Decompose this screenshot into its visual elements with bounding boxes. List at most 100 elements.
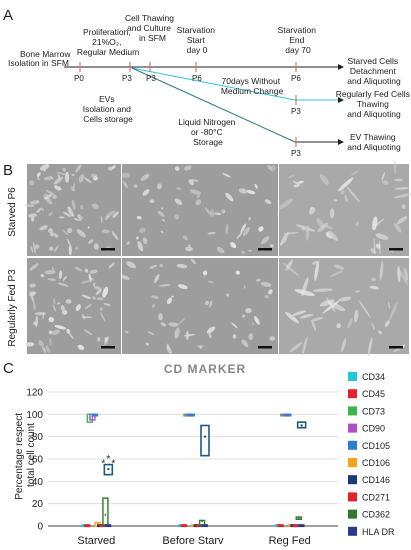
legend-label: CD271 bbox=[362, 492, 390, 502]
cell-shape bbox=[48, 330, 53, 335]
cell-shape bbox=[177, 284, 188, 290]
cell-shape bbox=[185, 246, 193, 252]
micro-fed-low bbox=[25, 258, 121, 354]
micro-starved-low bbox=[25, 163, 121, 256]
cell-shape bbox=[147, 331, 155, 335]
fed-branch-line bbox=[131, 67, 296, 101]
cell-shape bbox=[58, 216, 65, 219]
y-tick-label: 120 bbox=[26, 388, 43, 399]
cell-shape bbox=[182, 235, 189, 241]
cell-shape bbox=[178, 317, 186, 325]
cell-shape bbox=[336, 323, 342, 329]
cell-shape bbox=[126, 261, 137, 269]
scale-bar bbox=[258, 346, 272, 349]
cell-shape bbox=[387, 301, 391, 310]
cell-shape bbox=[49, 246, 54, 251]
legend-swatch bbox=[348, 526, 357, 536]
spread-mean-point bbox=[300, 424, 303, 427]
legend-label: CD106 bbox=[362, 458, 390, 468]
cell-shape bbox=[334, 264, 345, 270]
significance-star: * bbox=[111, 458, 115, 469]
y-tick-label: 60 bbox=[32, 455, 44, 466]
bone-marrow-label: Bone Marrow Isolation in SFM bbox=[8, 49, 73, 68]
cell-shape bbox=[100, 307, 103, 311]
cell-shape bbox=[62, 229, 69, 236]
cell-shape bbox=[29, 290, 34, 303]
cell-shape bbox=[393, 222, 402, 233]
mean-point bbox=[300, 524, 303, 527]
cell-shape bbox=[149, 264, 157, 269]
starvation-end-label: Starvation End day 70 bbox=[278, 25, 319, 55]
cell-shape bbox=[166, 345, 172, 355]
cell-shape bbox=[375, 233, 389, 240]
cell-shape bbox=[190, 258, 196, 265]
cell-shape bbox=[81, 294, 91, 299]
cell-shape bbox=[36, 176, 40, 181]
timeline-arrows bbox=[64, 64, 344, 145]
timeline-ticks bbox=[79, 62, 297, 147]
cell-shape bbox=[269, 244, 274, 248]
cell-shape bbox=[96, 297, 104, 301]
cell-shape bbox=[329, 208, 335, 219]
cell-shape bbox=[149, 199, 155, 204]
cell-shape bbox=[70, 185, 75, 192]
mean-point bbox=[203, 524, 206, 527]
cell-shape bbox=[207, 231, 216, 235]
legend-swatch bbox=[348, 475, 357, 485]
cell-shape bbox=[60, 306, 65, 311]
cell-shape bbox=[71, 199, 76, 210]
micrograph-background bbox=[27, 164, 121, 256]
cell-shape bbox=[75, 246, 78, 250]
cell-shape bbox=[292, 180, 301, 186]
cell-shape bbox=[205, 300, 209, 306]
cell-shape bbox=[30, 246, 34, 253]
significance-star: * bbox=[106, 454, 110, 465]
legend-swatch bbox=[348, 458, 357, 467]
proliferation-label: Proliferation, 21%O₂, Regular Medium bbox=[77, 27, 139, 57]
cell-shape bbox=[45, 345, 51, 353]
chart-legend: CD34 CD45 CD73 CD90 CD105 CD106 CD146 CD271 CD36… bbox=[348, 372, 395, 537]
cell-shape bbox=[36, 172, 41, 177]
cell-shape bbox=[371, 277, 377, 282]
chart-title: CD MARKER bbox=[164, 362, 246, 376]
cell-shape bbox=[57, 174, 61, 180]
cell-shape bbox=[208, 332, 212, 339]
cell-shape bbox=[184, 165, 192, 171]
cell-shape bbox=[100, 216, 103, 224]
cell-shape bbox=[202, 270, 208, 276]
cell-shape bbox=[314, 260, 320, 281]
cell-shape bbox=[67, 206, 74, 217]
cell-shape bbox=[243, 285, 246, 289]
cell-shape bbox=[382, 180, 389, 185]
ev-arrowhead bbox=[338, 139, 344, 145]
legend-swatch bbox=[348, 509, 357, 519]
cell-shape bbox=[93, 243, 99, 250]
cell-shape bbox=[316, 218, 325, 229]
cell-shape bbox=[176, 187, 182, 190]
cell-shape bbox=[84, 329, 93, 336]
mean-point bbox=[94, 413, 96, 416]
mean-point bbox=[190, 413, 193, 416]
scale-bar bbox=[389, 346, 403, 349]
cell-shape bbox=[246, 189, 256, 195]
no-medium-change-label: 70days Without Medium Change bbox=[221, 76, 284, 96]
panel-c-letter: C bbox=[3, 360, 14, 377]
cell-shape bbox=[111, 165, 116, 169]
cell-shape bbox=[269, 336, 276, 341]
row-label-fed: Regularly Fed P3 bbox=[7, 269, 18, 347]
cell-shape bbox=[225, 223, 229, 235]
cell-shape bbox=[261, 236, 270, 245]
cell-shape bbox=[84, 268, 89, 273]
cell-shape bbox=[292, 310, 307, 316]
category-label: Before Starv bbox=[162, 535, 224, 547]
cell-shape bbox=[54, 185, 61, 191]
y-tick-label: 0 bbox=[37, 522, 43, 533]
cell-shape bbox=[278, 198, 294, 210]
passage-p0: P0 bbox=[74, 74, 84, 83]
cell-shape bbox=[351, 170, 359, 176]
cell-shape bbox=[209, 209, 215, 217]
cell-shape bbox=[176, 264, 188, 269]
cell-shape bbox=[137, 241, 144, 252]
cell-shape bbox=[68, 244, 72, 256]
cell-shape bbox=[296, 224, 316, 232]
